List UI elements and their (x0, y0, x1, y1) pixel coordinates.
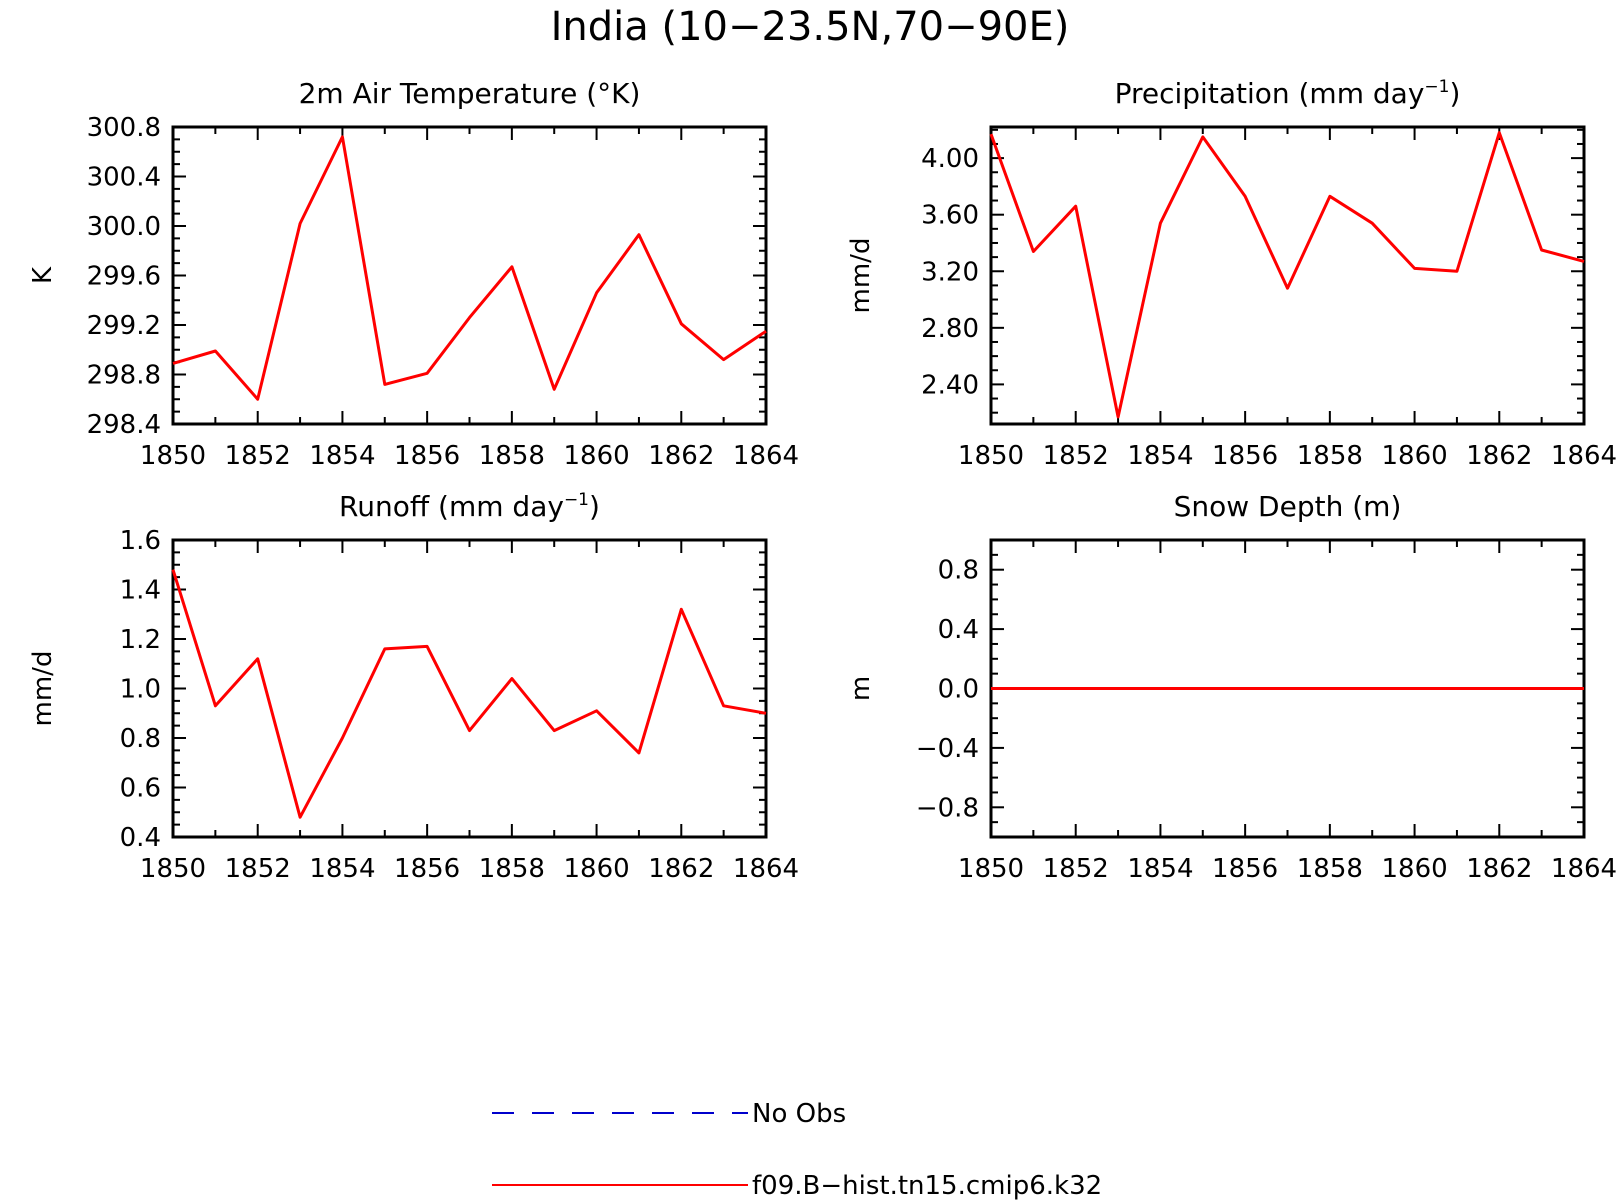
x-tick-label: 1850 (958, 441, 1024, 471)
y-tick-label: 0.8 (938, 556, 979, 586)
panel-snow-depth: 1850 1852 1854 1856 1858 1860 1862 1864 −0.8 −0.4… (846, 490, 1617, 884)
x-tick-label: 1858 (1297, 441, 1363, 471)
y-tick-label: 3.60 (921, 201, 979, 231)
panel-precipitation: 1850 1852 1854 1856 1858 1860 1862 1864 2.40 2.80… (846, 77, 1617, 471)
panel-title: Snow Depth (m) (1174, 490, 1402, 523)
panel-title: 2m Air Temperature (°K) (299, 77, 641, 110)
y-tick-label: 0.0 (938, 675, 979, 705)
legend-label: No Obs (752, 1099, 846, 1129)
y-tick-label: 3.20 (921, 257, 979, 287)
x-tick-label: 1856 (1212, 854, 1278, 884)
x-tick-label: 1852 (1043, 441, 1109, 471)
series-line (172, 135, 767, 401)
x-tick-label: 1850 (958, 854, 1024, 884)
y-tick-label: 298.8 (87, 361, 161, 391)
y-tick-label: 299.2 (87, 311, 161, 341)
y-tick-label: 2.40 (921, 370, 979, 400)
legend-label: f09.B−hist.tn15.cmip6.k32 (752, 1171, 1102, 1200)
y-tick-label: 299.6 (87, 262, 161, 292)
x-tick-label: 1856 (1212, 441, 1278, 471)
x-tick-label: 1862 (1466, 854, 1532, 884)
y-tick-label: 298.4 (87, 410, 161, 440)
y-axis-label: m (846, 676, 876, 701)
panel-title: Precipitation (mm day−1) (1115, 77, 1461, 110)
x-tick-label: 1852 (225, 854, 291, 884)
x-tick-label: 1856 (394, 854, 460, 884)
plot-frame (171, 538, 768, 839)
x-tick-label: 1858 (1297, 854, 1363, 884)
y-tick-label: 300.8 (87, 113, 161, 143)
x-tick-label: 1854 (1127, 854, 1193, 884)
series-line (989, 131, 1585, 419)
x-tick-label: 1860 (563, 441, 629, 471)
x-tick-label: 1864 (733, 854, 799, 884)
x-tick-label: 1854 (309, 854, 375, 884)
y-axis-label: mm/d (28, 651, 58, 727)
x-tick-label: 1864 (733, 441, 799, 471)
x-tick-label: 1860 (1381, 441, 1447, 471)
x-tick-label: 1862 (648, 854, 714, 884)
y-tick-label: 2.80 (921, 314, 979, 344)
y-tick-label: 1.6 (120, 526, 161, 556)
x-tick-label: 1858 (479, 854, 545, 884)
x-tick-label: 1854 (1127, 441, 1193, 471)
y-tick-label: 4.00 (921, 144, 979, 174)
y-tick-label: −0.8 (916, 793, 979, 823)
y-tick-label: 0.4 (120, 823, 161, 853)
plot-frame (989, 125, 1586, 426)
x-tick-label: 1852 (225, 441, 291, 471)
panel-title: Runoff (mm day−1) (339, 490, 600, 523)
legend: No Obs f09.B−hist.tn15.cmip6.k32 (492, 1099, 1102, 1200)
x-tick-label: 1854 (309, 441, 375, 471)
x-tick-label: 1852 (1043, 854, 1109, 884)
y-tick-label: 1.4 (120, 576, 161, 606)
y-tick-label: 300.0 (87, 212, 161, 242)
series-line (171, 569, 767, 819)
figure-title: India (10−23.5N,70−90E) (551, 4, 1070, 50)
y-tick-label: 0.4 (938, 615, 979, 645)
x-tick-label: 1860 (563, 854, 629, 884)
y-tick-label: 1.0 (120, 675, 161, 705)
y-axis-label: K (28, 266, 58, 284)
y-axis-label: mm/d (846, 238, 876, 314)
x-tick-label: 1860 (1381, 854, 1447, 884)
x-tick-label: 1864 (1551, 441, 1617, 471)
panel-air-temperature: 1850 1852 1854 1856 1858 1860 1862 1864 298.4 298… (28, 77, 799, 471)
y-tick-label: −0.4 (916, 734, 979, 764)
y-tick-label: 1.2 (120, 625, 161, 655)
x-tick-label: 1856 (394, 441, 460, 471)
panel-runoff: 1850 1852 1854 1856 1858 1860 1862 1864 0.4 0.6 0.… (28, 490, 799, 884)
y-tick-label: 0.6 (120, 774, 161, 804)
x-tick-label: 1864 (1551, 854, 1617, 884)
x-tick-label: 1862 (1466, 441, 1532, 471)
y-tick-label: 0.8 (120, 724, 161, 754)
y-tick-label: 300.4 (87, 163, 161, 193)
x-tick-label: 1850 (140, 441, 206, 471)
x-tick-label: 1858 (479, 441, 545, 471)
x-tick-label: 1850 (140, 854, 206, 884)
x-tick-label: 1862 (648, 441, 714, 471)
